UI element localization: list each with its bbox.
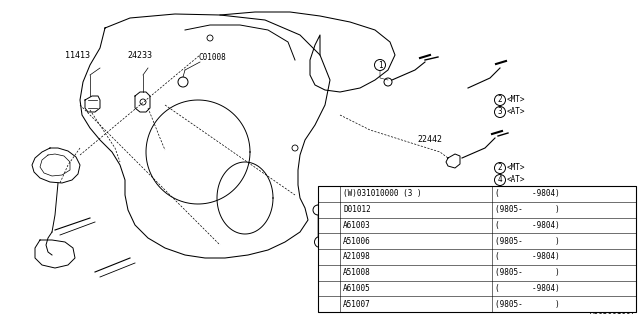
Text: 3: 3	[498, 108, 502, 116]
Text: <AT>: <AT>	[507, 175, 525, 185]
Circle shape	[495, 174, 506, 186]
Text: 2: 2	[327, 222, 331, 228]
Text: (9805-       ): (9805- )	[495, 300, 560, 308]
Text: 1: 1	[327, 191, 331, 197]
Text: A51008: A51008	[343, 268, 371, 277]
Text: 4: 4	[327, 285, 331, 292]
Circle shape	[324, 189, 334, 199]
Circle shape	[495, 94, 506, 106]
Text: (       -9804): ( -9804)	[495, 189, 560, 198]
Text: A51007: A51007	[343, 300, 371, 308]
Text: C01008: C01008	[358, 188, 386, 196]
Text: 4: 4	[498, 175, 502, 185]
Text: (W)031010000 (3 ): (W)031010000 (3 )	[343, 189, 422, 198]
Text: 1: 1	[378, 60, 382, 69]
Text: 2: 2	[498, 164, 502, 172]
Text: (       -9804): ( -9804)	[495, 221, 560, 230]
Circle shape	[324, 252, 334, 262]
Text: <MT>: <MT>	[507, 164, 525, 172]
Text: (       -9804): ( -9804)	[495, 252, 560, 261]
Text: 1: 1	[317, 237, 323, 246]
Circle shape	[314, 236, 326, 247]
Text: D01012: D01012	[343, 205, 371, 214]
Text: 2: 2	[498, 95, 502, 105]
Text: (       -9804): ( -9804)	[495, 284, 560, 293]
Text: A51006: A51006	[343, 236, 371, 246]
Circle shape	[324, 220, 334, 230]
Text: 11413: 11413	[65, 51, 90, 60]
Text: A21098: A21098	[343, 252, 371, 261]
Text: A61003: A61003	[343, 221, 371, 230]
Text: (9805-       ): (9805- )	[495, 205, 560, 214]
Circle shape	[495, 107, 506, 117]
Text: 3: 3	[327, 254, 331, 260]
Circle shape	[324, 284, 334, 293]
Text: C01008: C01008	[198, 53, 226, 62]
Circle shape	[495, 163, 506, 173]
Bar	[318, 186, 636, 312]
Text: A005001007: A005001007	[589, 307, 636, 316]
Text: 24233: 24233	[127, 51, 152, 60]
Text: <MT>: <MT>	[507, 95, 525, 105]
Text: 22442: 22442	[417, 135, 442, 144]
Circle shape	[374, 60, 385, 70]
Text: A61005: A61005	[343, 284, 371, 293]
Text: <AT>: <AT>	[507, 108, 525, 116]
Text: (9805-       ): (9805- )	[495, 268, 560, 277]
Text: (9805-       ): (9805- )	[495, 236, 560, 246]
